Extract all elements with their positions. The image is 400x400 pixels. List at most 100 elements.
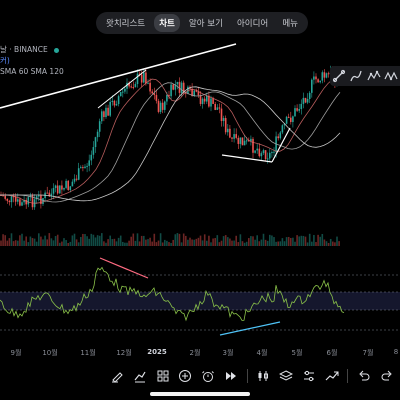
volume-bar [332,241,334,246]
volume-bar [338,241,340,246]
volume-bar [111,239,114,246]
tab-explore[interactable]: 알아 보기 [188,19,223,29]
candle-body [77,168,80,180]
candle-body [113,100,116,106]
volume-bar [185,235,187,246]
draw-icon[interactable] [110,369,124,383]
candle-body [161,102,164,110]
volume-bar [2,234,4,246]
redo-icon[interactable] [380,369,394,383]
brush-icon[interactable] [349,69,363,83]
volume-bar [69,241,72,246]
layers-icon[interactable] [279,369,294,383]
candle-body [170,84,172,97]
volume-bar [170,242,172,246]
candle-body [180,82,183,93]
volume-bar [313,234,315,246]
settings-sliders-icon[interactable] [302,369,316,383]
volume-bar [298,236,300,246]
price-chart[interactable] [0,40,400,346]
volume-bar [14,240,17,246]
volume-bar [96,235,99,246]
volume-bar [281,238,284,246]
volume-bar [153,233,156,246]
candle-icon[interactable] [256,369,270,383]
tab-menu[interactable]: 메뉴 [282,19,298,29]
candle-body [201,98,204,104]
volume-bar [115,241,118,246]
volume-bar [266,240,269,246]
candle-body [17,199,19,202]
alert-icon[interactable] [201,369,215,383]
candle-body [107,107,109,116]
candle-body [109,101,111,116]
candle-body [245,140,248,142]
candle-body [285,116,288,124]
elliott-wave-icon[interactable] [367,69,381,83]
candle-body [197,91,200,96]
volume-bar [323,239,326,246]
volume-bar [12,241,15,246]
tab-chart[interactable]: 차트 [154,14,180,32]
candle-body [2,195,4,197]
xabcd-pattern-icon[interactable] [384,69,398,83]
candle-body [212,98,214,104]
volume-bar [147,239,149,246]
trend-line [219,321,281,336]
candle-body [315,76,317,80]
layout-icon[interactable] [156,369,170,383]
trend-line [221,154,273,163]
symbol-title: 날 · BINANCE [0,45,48,54]
volume-bar [248,238,250,246]
add-icon[interactable] [178,369,192,383]
trend-line-icon[interactable] [332,69,346,83]
replay-icon[interactable] [224,369,238,383]
volume-bar [275,241,277,246]
volume-bar [201,240,204,246]
volume-bar [304,236,307,246]
candle-body [210,98,212,107]
volume-bar [264,239,267,246]
volume-bar [220,240,223,246]
ma-legend: SMA 60 SMA 120 [0,67,64,76]
candle-body [283,123,286,126]
forecast-icon[interactable] [325,369,339,383]
time-axis[interactable]: 9월 10월 11월 12월 2025 2월 3월 4월 5월 6월 7월 8 [0,346,400,360]
candle-body [8,200,11,203]
tab-watchlist[interactable]: 왓치리스트 [106,19,146,29]
candle-body [227,128,229,133]
candle-body [317,79,319,83]
time-axis-label: 2025 [147,348,167,356]
volume-bar [149,237,151,246]
toolbar-divider [246,369,248,383]
undo-icon[interactable] [357,369,371,383]
candle-body [10,196,13,203]
volume-bar [245,241,248,246]
volume-bar [174,234,177,246]
candle-body [271,152,273,154]
volume-bar [25,236,27,246]
candle-body [84,166,86,169]
candle-body [23,199,25,203]
candle-body [260,153,263,157]
volume-bar [250,236,252,246]
candle-body [42,198,44,205]
volume-bar [271,235,273,246]
candle-body [88,160,90,166]
volume-bar [113,238,116,246]
candle-body [29,195,32,198]
indicator-icon[interactable] [133,369,147,383]
candle-body [134,84,137,88]
candle-body [313,76,315,80]
volume-bars [0,233,340,246]
candle-body [266,158,269,160]
candle-body [25,199,27,205]
volume-bar [262,233,265,246]
volume-bar [287,236,290,246]
tab-ideas[interactable]: 아이디어 [236,19,269,29]
volume-bar [10,233,13,246]
chart-legend[interactable]: 날 · BINANCE 커) SMA 60 SMA 120 [0,44,64,77]
candle-body [279,132,282,139]
volume-bar [21,233,23,246]
volume-bar [8,238,11,246]
